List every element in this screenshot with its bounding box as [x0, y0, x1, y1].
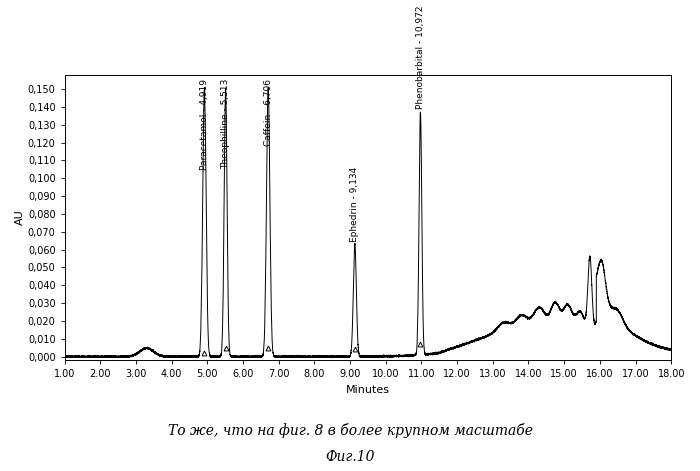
Text: Caffein - 6,706: Caffein - 6,706: [264, 79, 273, 146]
X-axis label: Minutes: Minutes: [346, 385, 390, 395]
Text: Ephedrin - 9,134: Ephedrin - 9,134: [350, 167, 359, 242]
Text: То же, что на фиг. 8 в более крупном масштабе: То же, что на фиг. 8 в более крупном мас…: [167, 423, 533, 439]
Text: Theophilline - 5,513: Theophilline - 5,513: [221, 79, 230, 170]
Text: Paracetamol - 4,919: Paracetamol - 4,919: [200, 79, 209, 170]
Y-axis label: AU: AU: [15, 210, 25, 225]
Text: Фиг.10: Фиг.10: [326, 450, 374, 464]
Text: Phenobarbital - 10,972: Phenobarbital - 10,972: [416, 6, 425, 109]
